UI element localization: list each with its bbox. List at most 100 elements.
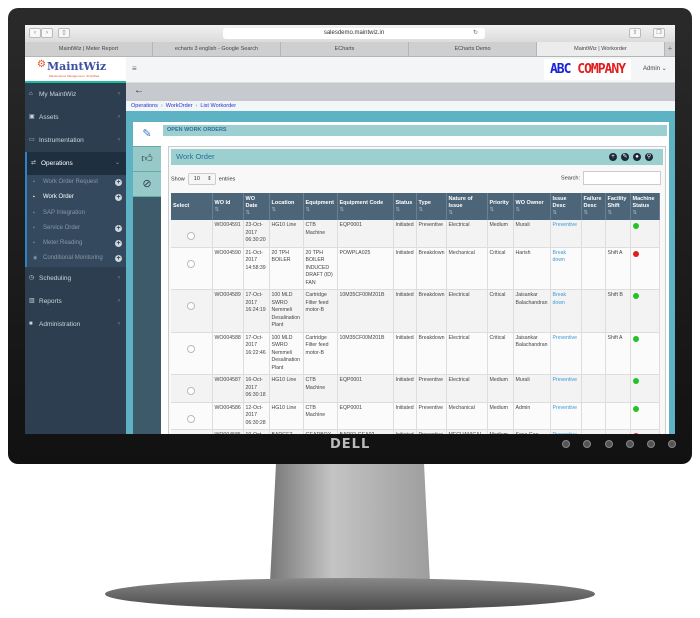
edit-icon[interactable]: ✎ (621, 153, 629, 161)
machine-status-red-icon (632, 250, 639, 257)
machine-status (630, 429, 660, 434)
forward-icon[interactable]: › (41, 28, 53, 38)
column-header[interactable]: Status ⇅ (393, 193, 417, 220)
breadcrumb-list-workorder[interactable]: List Workorder (200, 103, 237, 109)
table-cell: EQP0001 (337, 402, 394, 430)
table-cell: Medium (487, 220, 514, 248)
issue-desc-link[interactable]: Preventive (550, 402, 582, 430)
sidebar-item-my-maintwiz[interactable]: ⌂ My MaintWiz ‹ (25, 83, 126, 106)
column-header[interactable]: Priority ⇅ (487, 193, 514, 220)
share-icon[interactable]: ⇧ (629, 28, 641, 38)
browser-tab[interactable]: echarts 3 english - Google Search (153, 42, 281, 56)
monitor-button[interactable] (626, 440, 634, 448)
user-menu[interactable]: Admin ⌄ (643, 66, 667, 72)
column-header[interactable]: Equipment Code ⇅ (337, 193, 394, 220)
select-radio[interactable] (187, 387, 196, 395)
table-cell: Initiated (393, 247, 417, 290)
column-header[interactable]: Type ⇅ (416, 193, 447, 220)
breadcrumb-operations[interactable]: Operations (131, 103, 158, 109)
monitor-button[interactable] (647, 440, 655, 448)
maintwiz-logo[interactable]: ⚙ MaintWiz Maintenance Management. Simpl… (25, 57, 126, 83)
submenu-service-order[interactable]: ▪ Service Order + (33, 224, 122, 232)
ticket-icon[interactable]: ✎ (133, 122, 161, 147)
table-row[interactable]: WO00458510-Oct-BARGE2GEARBOX 2BAR02-GEA0… (171, 429, 660, 434)
sidebar-item-scheduling[interactable]: ◷ Scheduling ‹ (25, 267, 126, 290)
add-icon: + (115, 194, 122, 202)
sidebar-item-operations[interactable]: ⇄ Operations ⌄ (25, 152, 126, 175)
issue-desc-link[interactable]: Break down (550, 247, 582, 290)
tabs-icon[interactable]: ❐ (653, 28, 665, 38)
menu-toggle-icon[interactable]: ≡ (132, 64, 137, 73)
column-header[interactable]: Location ⇅ (269, 193, 304, 220)
table-row[interactable]: WO004587 16-Oct-2017 06:30:18 HG10 Line CTB… (171, 374, 660, 403)
column-header[interactable]: WO Id ⇅ (212, 193, 244, 220)
submenu-work-order[interactable]: ▪ Work Order + (33, 194, 122, 202)
column-header[interactable]: WO Owner ⇅ (513, 193, 551, 220)
browser-tab[interactable]: ECharts Demo (409, 42, 537, 56)
sidebar-item-reports[interactable]: ▥ Reports ‹ (25, 290, 126, 313)
issue-desc-link[interactable]: Preventive (550, 220, 582, 248)
issue-desc-link[interactable]: Break down (550, 289, 582, 333)
user-icon[interactable]: ● (633, 153, 641, 161)
table-row[interactable]: WO004586 12-Oct-2017 06:30:28 HG10 Line CTB… (171, 402, 660, 430)
thumbs-up-icon[interactable]: 👍︎ (133, 147, 161, 172)
pdf-icon[interactable]: ⚲ (645, 153, 653, 161)
submenu-sap-integration[interactable]: ▪ SAP Integration (33, 209, 85, 216)
monitor-button[interactable] (562, 440, 570, 448)
icon-tabs-column (133, 197, 161, 434)
column-header[interactable]: Issue Desc ⇅ (550, 193, 582, 220)
select-radio[interactable] (187, 344, 196, 353)
sidebar-icon[interactable]: ▯ (58, 28, 70, 38)
issue-desc-link[interactable]: Preventive (550, 374, 582, 403)
column-header[interactable]: Select (171, 193, 213, 220)
reload-icon[interactable]: ↻ (473, 30, 479, 36)
power-button[interactable] (668, 440, 676, 448)
sidebar-item-administration[interactable]: ■ Administration ‹ (25, 313, 126, 336)
table-cell: Electrical (446, 374, 488, 403)
monitor-button[interactable] (605, 440, 613, 448)
select-radio[interactable] (187, 232, 196, 240)
column-header[interactable]: Facility Shift ⇅ (605, 193, 631, 220)
back-icon[interactable]: ‹ (29, 28, 41, 38)
column-header[interactable]: Failure Desc ⇅ (581, 193, 606, 220)
table-cell: Initiated (393, 220, 417, 248)
table-row[interactable]: WO004591 23-Oct-2017 06:30:20 HG10 Line CTB… (171, 220, 660, 248)
column-header[interactable]: Nature of Issue ⇅ (446, 193, 488, 220)
table-row[interactable]: WO004588 17-Oct-2017 16:22:46 100 MLD SWRO… (171, 332, 660, 375)
column-header[interactable]: WO Date ⇅ (243, 193, 270, 220)
new-tab-icon[interactable]: + (667, 44, 673, 53)
browser-tab[interactable]: MaintWiz | Meter Report (25, 42, 153, 56)
issue-desc-link[interactable]: Preventive (550, 332, 582, 375)
table-cell: Shift B (605, 289, 631, 333)
add-icon[interactable]: + (609, 153, 617, 161)
table-cell: HG10 Line (269, 402, 304, 430)
issue-desc-link[interactable]: Preventive (550, 429, 582, 434)
column-header[interactable]: Equipment ⇅ (303, 193, 338, 220)
table-cell: Jaisankar Balachandran (513, 332, 551, 375)
machine-status (630, 289, 660, 333)
select-radio[interactable] (187, 302, 196, 310)
monitor-stand-base (105, 578, 595, 610)
sidebar-item-instrumentation[interactable]: ▭ Instrumentation ‹ (25, 129, 126, 152)
entries-select[interactable]: 10 ⇕ (187, 173, 216, 185)
back-arrow-icon[interactable]: ← (134, 85, 144, 96)
table-cell: 21-Oct-2017 14:58:39 (243, 247, 270, 290)
browser-tab[interactable]: ECharts (281, 42, 409, 56)
monitor-button[interactable] (583, 440, 591, 448)
sidebar-item-assets[interactable]: ▣ Assets ‹ (25, 106, 126, 129)
table-row[interactable]: WO004589 17-Oct-2017 16:24:19 100 MLD SWRO… (171, 289, 660, 333)
submenu-work-order-request[interactable]: ▪ Work Order Request + (33, 179, 122, 186)
url-bar[interactable]: salesdemo.maintwiz.in (223, 28, 485, 39)
select-radio[interactable] (187, 259, 196, 268)
ban-icon[interactable]: ⊘ (133, 172, 161, 197)
table-cell: Critical (487, 289, 514, 333)
breadcrumb-workorder[interactable]: WorkOrder (165, 103, 193, 109)
submenu-meter-reading[interactable]: ▪ Meter Reading + (33, 240, 122, 248)
browser-tab-active[interactable]: MaintWiz | Workorder (537, 42, 665, 56)
column-header[interactable]: Machine Status ⇅ (630, 193, 660, 220)
submenu-conditional-monitoring[interactable]: ◉ Conditional Monitoring + (33, 255, 122, 263)
table-row[interactable]: WO004590 21-Oct-2017 14:58:39 20 TPH BOILE… (171, 247, 660, 290)
select-radio[interactable] (187, 414, 196, 423)
browser-toolbar: ‹ › ▯ salesdemo.maintwiz.in ↻ ⇧ ❐ (25, 25, 675, 42)
search-input[interactable] (583, 171, 661, 185)
